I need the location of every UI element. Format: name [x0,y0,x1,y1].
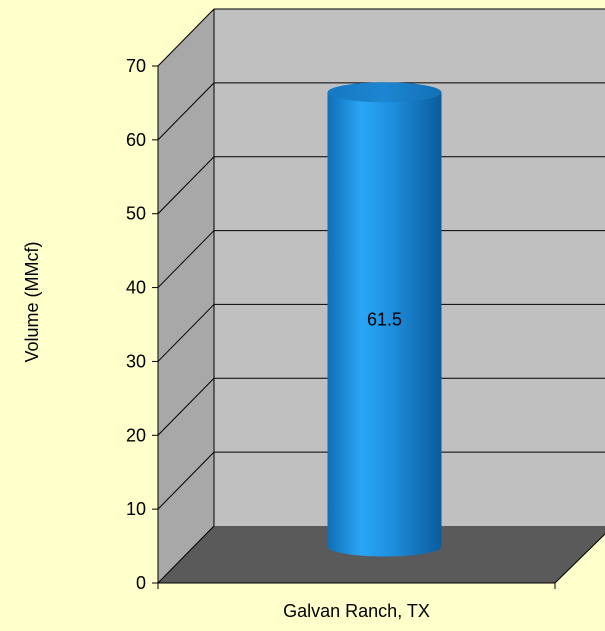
floor-edge [554,533,605,584]
gridline-depth [157,451,215,510]
gridline-depth [157,82,215,141]
y-tick-label: 30 [126,351,146,371]
gridline-depth [157,525,215,584]
gridline-depth [157,377,215,436]
y-tick-label: 60 [126,130,146,150]
bar-cylinder-body [327,92,442,557]
y-tick-label: 70 [126,56,146,76]
x-category-label: Galvan Ranch, TX [283,601,430,621]
gridline-depth [157,156,215,215]
y-tick-label: 0 [136,573,146,593]
bar-data-label: 61.5 [367,309,402,329]
y-tick-label: 20 [126,425,146,445]
gridline-depth [157,304,215,362]
bar-cylinder-top [327,82,442,103]
y-tick-label: 50 [126,204,146,224]
gridline-depth [157,8,215,67]
side-wall [158,9,214,583]
y-tick-label: 10 [126,499,146,519]
y-tick-label: 40 [126,278,146,298]
y-axis-title: Volume (MMcf) [22,241,42,362]
gridline-depth [157,230,215,288]
